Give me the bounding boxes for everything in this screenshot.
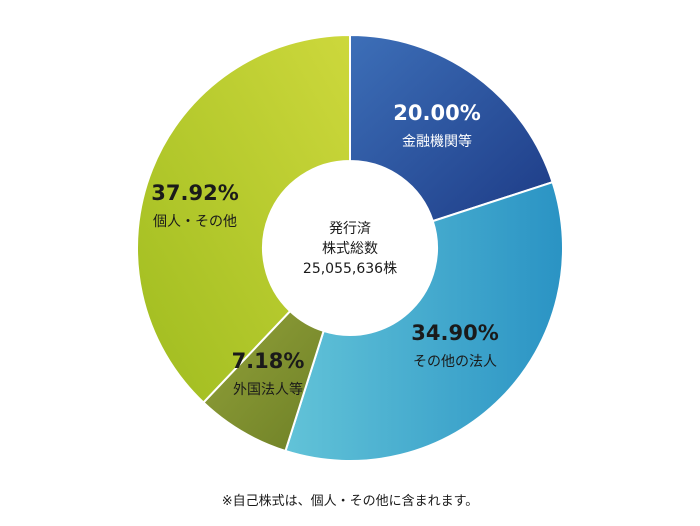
slice-value-label: 7.18% (232, 349, 305, 373)
center-label-line: 25,055,636株 (303, 261, 397, 277)
slice-category-label: その他の法人 (413, 354, 497, 370)
center-label-line: 発行済 (329, 221, 371, 237)
slice-category-label: 金融機関等 (402, 133, 472, 150)
center-label-line: 株式総数 (322, 241, 378, 257)
footnote: ※自己株式は、個人・その他に含まれます。 (221, 494, 479, 509)
donut-hole (263, 161, 437, 335)
slice-value-label: 37.92% (151, 181, 238, 205)
slice-category-label: 個人・その他 (153, 214, 237, 230)
slice-value-label: 20.00% (393, 101, 480, 125)
slice-category-label: 外国法人等 (233, 381, 303, 398)
slice-value-label: 34.90% (411, 321, 498, 345)
